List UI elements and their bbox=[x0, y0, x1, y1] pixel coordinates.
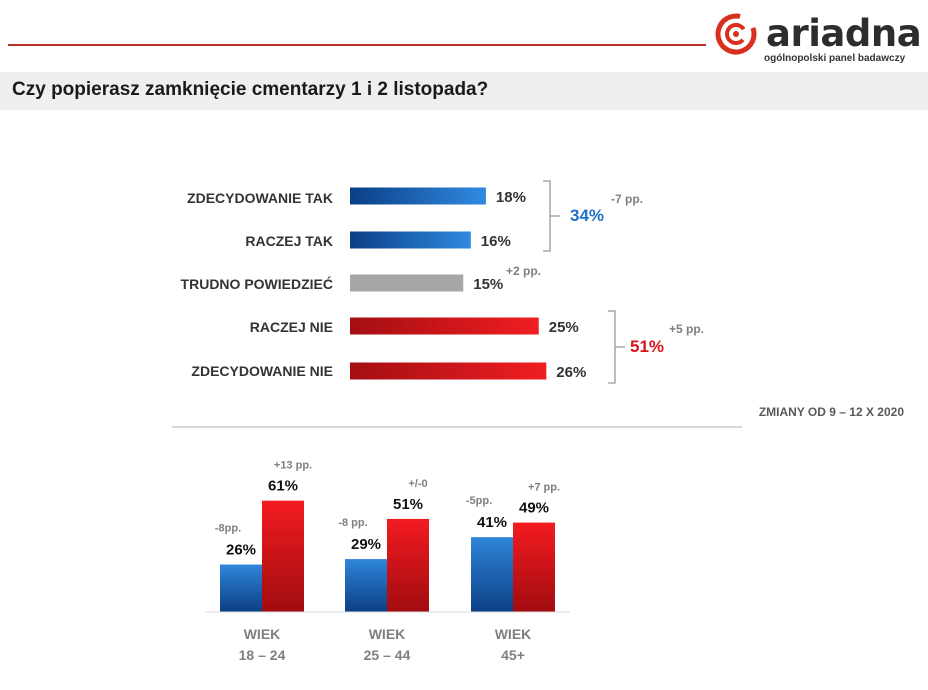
vbar-nie-18-24 bbox=[262, 500, 304, 612]
group-change-trudno: +2 pp. bbox=[506, 264, 541, 278]
age-group-label: 45+ bbox=[501, 647, 525, 663]
hbar-value-label: 18% bbox=[496, 189, 526, 206]
age-group-label: WIEK bbox=[495, 626, 532, 642]
hbar-category-label: RACZEJ NIE bbox=[250, 319, 333, 335]
vbar-change-label: +/-0 bbox=[408, 478, 427, 490]
hbar-category-label: ZDECYDOWANIE NIE bbox=[191, 363, 333, 379]
page-title: Czy popierasz zamknięcie cmentarzy 1 i 2… bbox=[12, 79, 489, 100]
group-total-tak: 34% bbox=[570, 206, 604, 225]
header-divider bbox=[8, 44, 706, 46]
title-bar bbox=[0, 72, 928, 110]
vbar-tak-18-24 bbox=[220, 564, 262, 612]
ariadna-logo: ariadna ogólnopolski panel badawczy bbox=[712, 10, 924, 68]
vbar-value-label: 51% bbox=[393, 496, 423, 513]
logo-wordmark: ariadna bbox=[766, 12, 922, 55]
hbar-trudno-powiedziec bbox=[350, 274, 464, 292]
age-group-label: 25 – 44 bbox=[364, 647, 411, 663]
hbar-raczej-tak bbox=[350, 231, 471, 249]
group-change-nie: +5 pp. bbox=[669, 322, 704, 336]
vbar-tak-45plus bbox=[471, 537, 513, 612]
hbar-value-label: 16% bbox=[481, 233, 511, 250]
vbar-value-label: 61% bbox=[268, 478, 298, 495]
vbar-change-label: +13 pp. bbox=[274, 460, 312, 472]
vbar-change-label: -5pp. bbox=[466, 495, 492, 507]
bracket-nie bbox=[608, 310, 625, 384]
group-change-tak: -7 pp. bbox=[611, 192, 643, 206]
hbar-value-label: 26% bbox=[556, 364, 586, 381]
changes-caption: ZMIANY OD 9 – 12 X 2020 bbox=[759, 405, 905, 419]
vbar-value-label: 29% bbox=[351, 536, 381, 553]
vbar-change-label: -8pp. bbox=[215, 523, 241, 535]
age-group-label: WIEK bbox=[369, 626, 406, 642]
vbar-change-label: +7 pp. bbox=[528, 482, 560, 494]
vbar-nie-45plus bbox=[513, 522, 555, 612]
hbar-category-label: ZDECYDOWANIE TAK bbox=[187, 190, 333, 206]
hbar-raczej-nie bbox=[350, 317, 539, 335]
hbar-value-label: 25% bbox=[549, 319, 579, 336]
age-group-label: 18 – 24 bbox=[239, 647, 286, 663]
vbar-change-label: -8 pp. bbox=[338, 517, 367, 529]
vbar-value-label: 26% bbox=[226, 542, 256, 559]
vbar-value-label: 41% bbox=[477, 514, 507, 531]
vbar-tak-25-44 bbox=[345, 559, 387, 612]
hbar-category-label: TRUDNO POWIEDZIEĆ bbox=[181, 275, 333, 292]
bracket-tak bbox=[543, 180, 560, 252]
group-total-nie: 51% bbox=[630, 337, 664, 356]
hbar-value-label: 15% bbox=[473, 276, 503, 293]
vbar-nie-25-44 bbox=[387, 518, 429, 612]
hbar-zdecydowanie-nie bbox=[350, 362, 547, 380]
ariadna-logo-icon bbox=[715, 13, 757, 55]
age-group-label: WIEK bbox=[244, 626, 281, 642]
vbar-value-label: 49% bbox=[519, 500, 549, 517]
hbar-category-label: RACZEJ TAK bbox=[245, 233, 333, 249]
logo-tagline: ogólnopolski panel badawczy bbox=[764, 53, 906, 64]
hbar-zdecydowanie-tak bbox=[350, 187, 486, 205]
